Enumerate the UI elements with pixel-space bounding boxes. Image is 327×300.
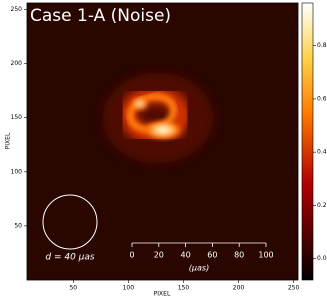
y-tick-label: 50 [14,222,22,229]
chart-title: Case 1-A (Noise) [30,6,171,26]
x-axis-label: PIXEL [154,291,171,298]
y-tick-label: 250 [11,6,23,13]
x-tick-label: 100 [123,285,135,292]
image [27,3,298,280]
scale-tick-label: 60 [207,251,217,260]
colorbar-tick-label: 0.2 [317,202,327,209]
x-tick-label: 200 [233,285,245,292]
colorbar-tick-label: 0.0 [317,255,327,262]
colorbar-tick-label: 0.6 [317,95,327,102]
colorbar-tick-label: 0.8 [317,42,327,49]
y-tick-label: 100 [11,168,23,175]
colorbar [301,2,314,281]
y-axis-label: PIXEL [5,132,12,149]
scale-tick-label: 20 [154,251,164,260]
scale-tick-label: 0 [129,251,134,260]
scale-tick-label: 80 [234,251,244,260]
x-tick-label: 250 [288,285,300,292]
y-tick-label: 200 [11,60,23,67]
colorbar-tick-label: 0.4 [317,149,327,156]
scale-tick-label: 100 [258,251,273,260]
plot-frame [26,2,299,281]
scale-tick-label: 40 [181,251,191,260]
scale-label: (μas) [189,264,209,273]
x-tick-label: 150 [178,285,190,292]
circle-label: d = 40 μas [45,253,95,263]
y-tick-label: 150 [11,114,23,121]
x-tick-label: 50 [69,285,77,292]
